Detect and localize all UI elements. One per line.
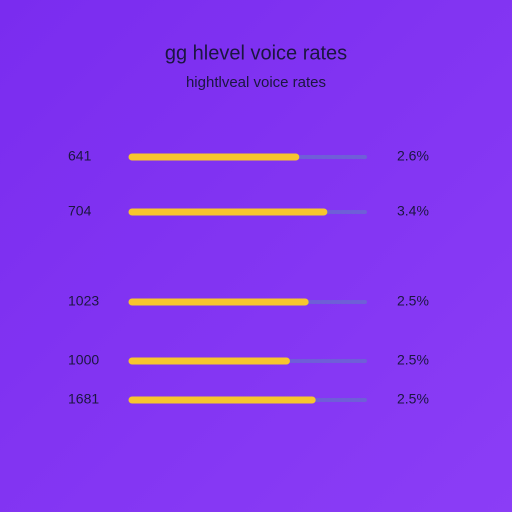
row-value: 2.5% [397, 293, 429, 309]
row-value: 3.4% [397, 203, 429, 219]
title: gg hlevel voice rates [165, 42, 347, 64]
row-value: 2.6% [397, 148, 429, 164]
row-label: 1681 [68, 391, 99, 407]
row-value: 2.5% [397, 352, 429, 368]
row-label: 1000 [68, 352, 99, 368]
row-label: 1023 [68, 293, 99, 309]
subtitle: hightlveal voice rates [186, 74, 326, 91]
rows: 641 2.6% 704 3.4% 1023 2.5% 1000 2.5% 1681 2.5% [68, 148, 429, 407]
row-value: 2.5% [397, 391, 429, 407]
row-label: 641 [68, 148, 92, 164]
row-label: 704 [68, 203, 92, 219]
